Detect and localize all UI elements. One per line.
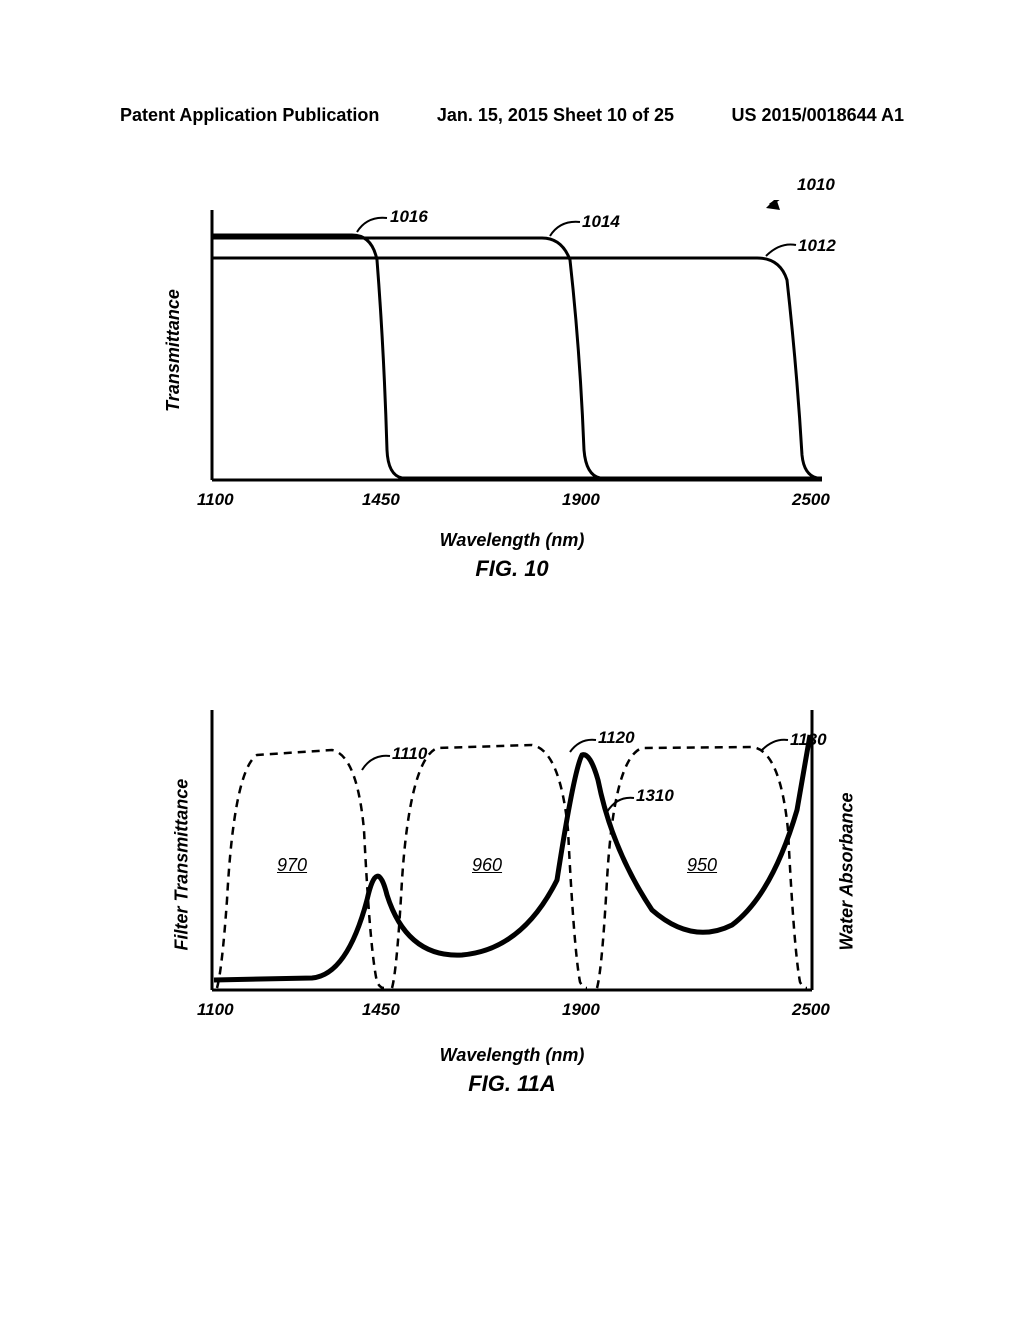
page-header: Patent Application Publication Jan. 15, …: [0, 105, 1024, 126]
fig10-curve-1012: [212, 258, 822, 478]
fig10-curve-1014: [212, 238, 822, 478]
fig10-ylabel: Transmittance: [163, 289, 184, 412]
fig11-xtick-2: 1900: [562, 1000, 600, 1020]
fig10-xlabel: Wavelength (nm): [162, 530, 862, 551]
fig10-arrowhead-1010: [766, 200, 780, 210]
fig11-xlabel: Wavelength (nm): [162, 1045, 862, 1066]
header-left: Patent Application Publication: [120, 105, 379, 126]
fig11-caption: FIG. 11A: [162, 1071, 862, 1097]
fig11-xtick-0: 1100: [197, 1000, 234, 1020]
header-right: US 2015/0018644 A1: [732, 105, 904, 126]
fig11-ylabel-right: Water Absorbance: [837, 771, 858, 951]
fig10-leader-1014: [550, 222, 580, 236]
fig11-leader-1310: [607, 798, 634, 812]
fig11-region-970: 970: [277, 855, 307, 876]
figure-11a: Filter Transmittance Water Absorbance 11…: [162, 700, 862, 1120]
fig11-callout-1110: 1110: [392, 744, 427, 764]
fig11-callout-1310: 1310: [636, 786, 674, 806]
fig11-xtick-1: 1450: [362, 1000, 400, 1020]
fig11-leader-1110: [362, 756, 390, 770]
fig10-chart: [162, 200, 842, 500]
fig10-callout-1010: 1010: [797, 175, 835, 195]
fig10-xtick-2: 1900: [562, 490, 600, 510]
fig11-ylabel-left: Filter Transmittance: [172, 771, 193, 951]
fig10-callout-1014: 1014: [582, 212, 620, 232]
fig11-xtick-3: 2500: [792, 1000, 830, 1020]
fig11-region-960: 960: [472, 855, 502, 876]
header-center: Jan. 15, 2015 Sheet 10 of 25: [437, 105, 674, 126]
fig10-leader-1012: [766, 244, 796, 256]
fig10-callout-1016: 1016: [390, 207, 428, 227]
fig10-curve-1016: [212, 235, 822, 478]
fig10-leader-1016: [357, 218, 387, 232]
fig10-xtick-0: 1100: [197, 490, 234, 510]
fig11-callout-1130: 1130: [790, 730, 827, 750]
fig10-caption: FIG. 10: [162, 556, 862, 582]
fig11-leader-1120: [570, 740, 596, 752]
fig10-xtick-3: 2500: [792, 490, 830, 510]
fig10-callout-1012: 1012: [798, 236, 836, 256]
fig10-xtick-1: 1450: [362, 490, 400, 510]
fig11-callout-1120: 1120: [598, 728, 635, 748]
fig11-region-950: 950: [687, 855, 717, 876]
figure-10: Transmittance 1100 1450 1900 2500 1010 1…: [162, 200, 862, 620]
fig11-leader-1130: [762, 740, 788, 750]
